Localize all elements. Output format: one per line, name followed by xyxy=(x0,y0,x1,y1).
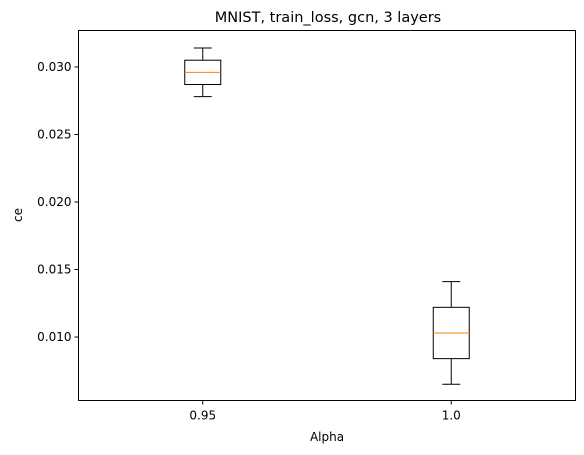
y-tick-label: 0.020 xyxy=(37,195,71,209)
y-tick-label: 0.030 xyxy=(37,60,71,74)
plot-area: 0.010 0.015 0.020 0.025 0.030 0.95 1.0 xyxy=(37,47,470,423)
x-tick-label: 1.0 xyxy=(442,409,461,423)
axes-frame xyxy=(78,30,576,401)
x-axis-label: Alpha xyxy=(310,430,344,444)
y-tick-label: 0.015 xyxy=(37,263,71,277)
chart-title: MNIST, train_loss, gcn, 3 layers xyxy=(215,10,442,26)
y-axis-label: ce xyxy=(11,208,25,222)
x-tick-label: 0.95 xyxy=(189,409,216,423)
y-tick-label: 0.025 xyxy=(37,127,71,141)
y-tick-label: 0.010 xyxy=(37,330,71,344)
